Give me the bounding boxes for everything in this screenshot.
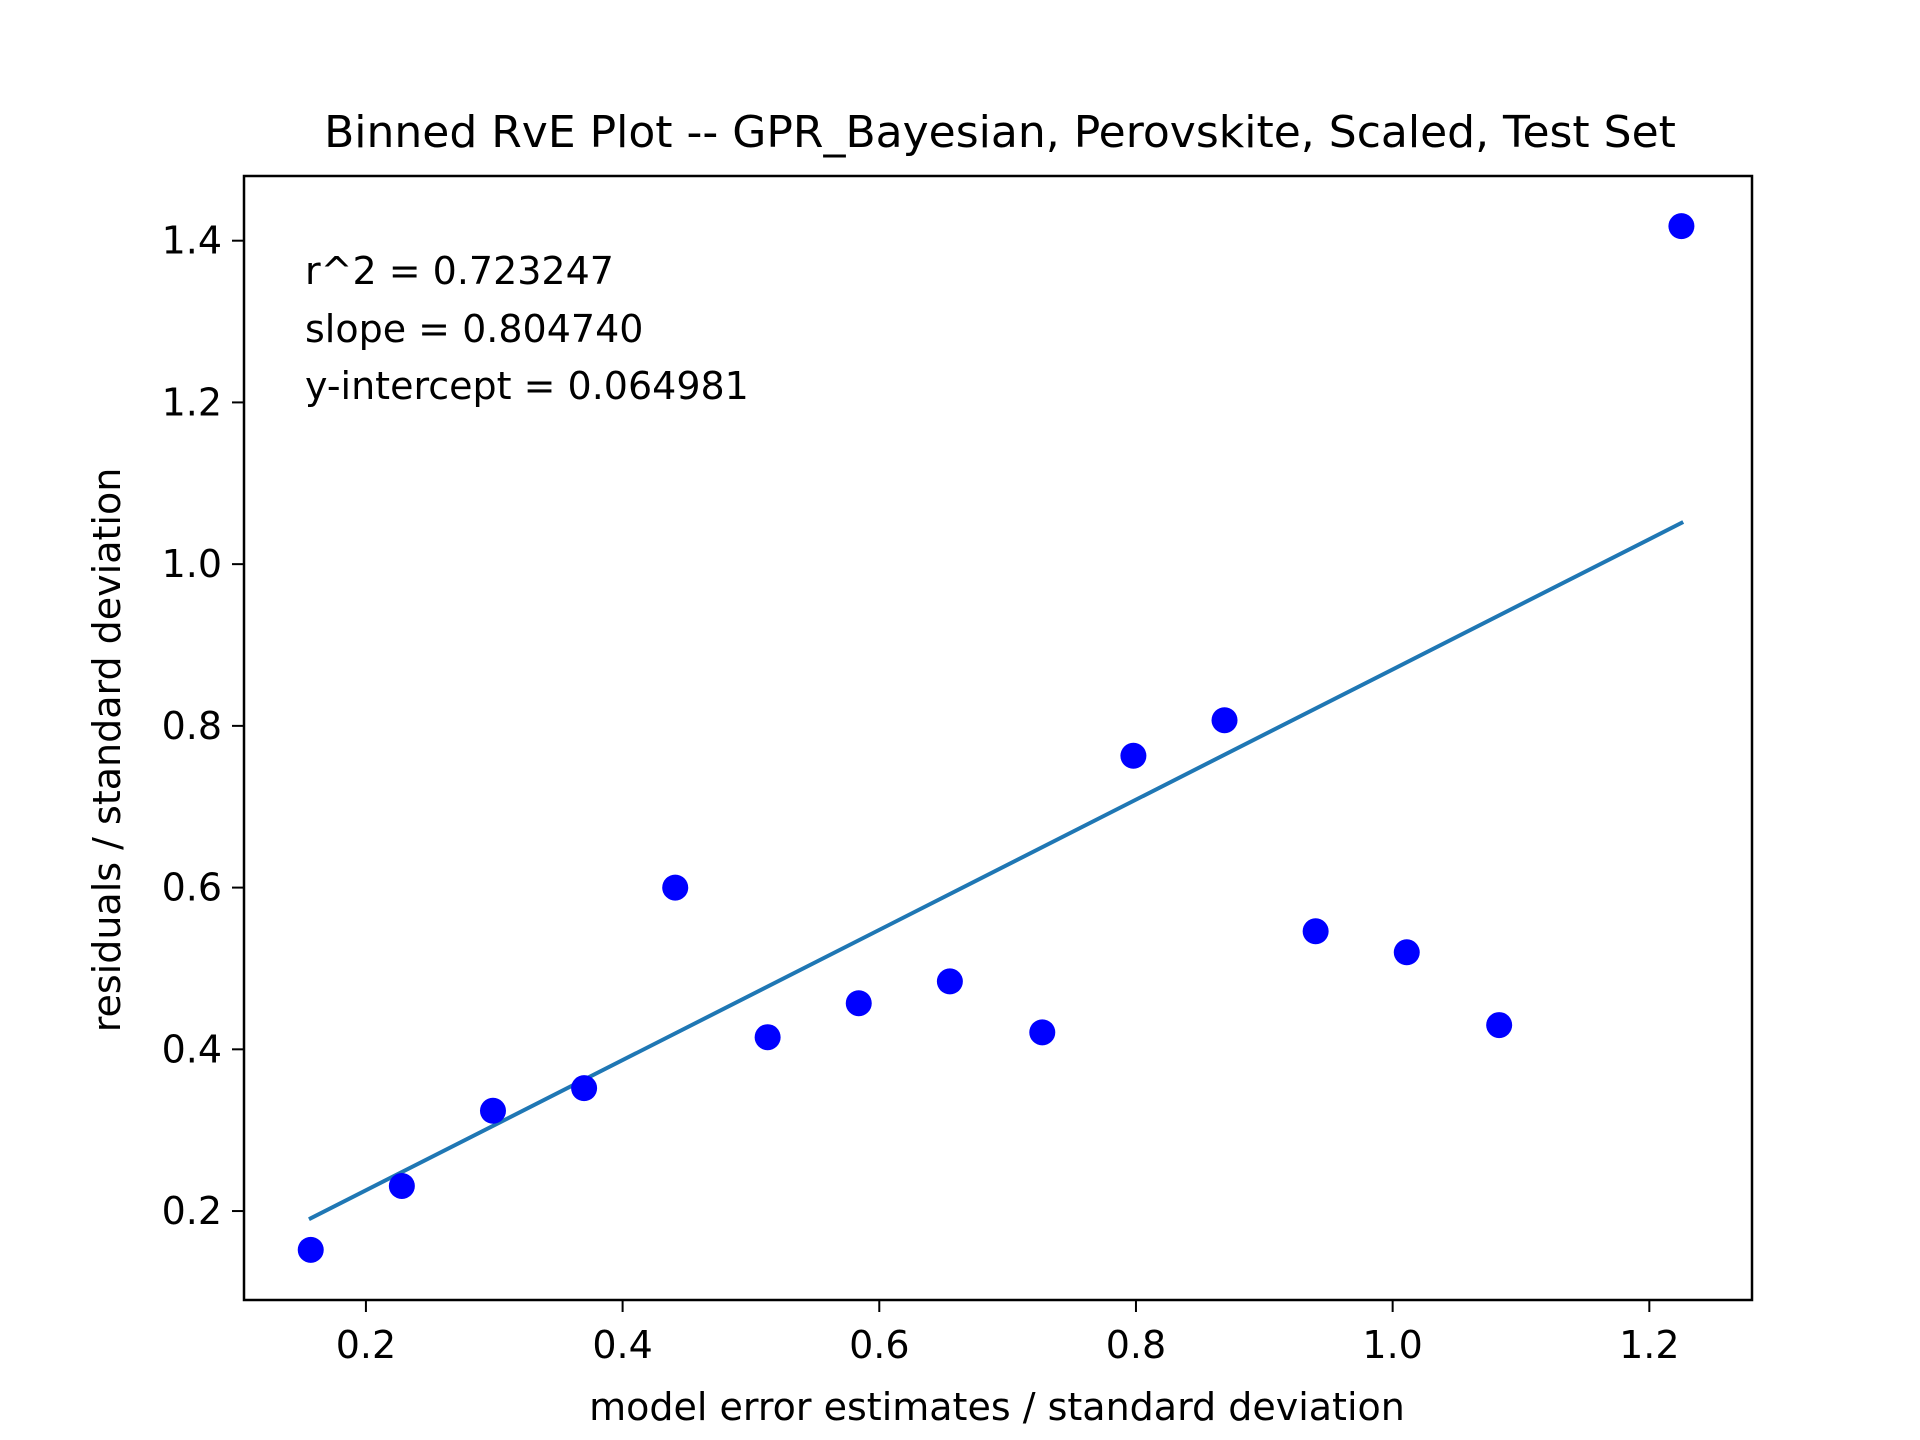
x-tick-label: 0.8 (1106, 1323, 1166, 1367)
y-axis-ticks: 0.2 0.4 0.6 0.8 1.0 1.2 1.4 (162, 219, 244, 1233)
data-point (388, 1172, 415, 1199)
y-tick-label: 0.4 (162, 1027, 222, 1071)
data-point (936, 968, 963, 995)
axes-frame (242, 174, 1754, 1302)
data-point (1211, 707, 1238, 734)
y-tick-label: 0.8 (162, 704, 222, 748)
chart-title: Binned RvE Plot -- GPR_Bayesian, Perovsk… (324, 107, 1676, 158)
x-tick-label: 0.4 (592, 1323, 652, 1367)
data-point (1029, 1019, 1056, 1046)
data-point (1120, 742, 1147, 769)
data-point (1668, 213, 1695, 240)
x-axis-ticks: 0.2 0.4 0.6 0.8 1.0 1.2 (336, 1300, 1680, 1367)
y-axis-label: residuals / standard deviation (85, 468, 129, 1033)
data-point (1486, 1012, 1513, 1039)
data-point (845, 990, 872, 1017)
y-tick-label: 0.2 (162, 1189, 222, 1233)
x-axis-label: model error estimates / standard deviati… (589, 1385, 1405, 1429)
y-tick-label: 0.6 (162, 866, 222, 910)
x-tick-label: 1.0 (1362, 1323, 1422, 1367)
x-tick-label: 1.2 (1619, 1323, 1679, 1367)
data-point (662, 874, 689, 901)
data-point (1393, 939, 1420, 966)
data-point (754, 1024, 781, 1051)
data-point (1302, 918, 1329, 945)
fit-line (308, 520, 1685, 1222)
data-point (571, 1075, 598, 1102)
annotation-r-squared: r^2 = 0.723247 (305, 249, 614, 293)
x-tick-label: 0.2 (336, 1323, 396, 1367)
y-tick-label: 1.0 (162, 542, 222, 586)
fit-line-layer (308, 520, 1685, 1222)
annotation-block: r^2 = 0.723247 slope = 0.804740 y-interc… (305, 249, 749, 408)
annotation-y-intercept: y-intercept = 0.064981 (305, 364, 749, 408)
data-point (297, 1236, 324, 1263)
x-tick-label: 0.6 (849, 1323, 909, 1367)
y-tick-label: 1.4 (162, 219, 222, 263)
data-point (479, 1097, 506, 1124)
y-tick-label: 1.2 (162, 380, 222, 424)
annotation-slope: slope = 0.804740 (305, 307, 643, 351)
data-points-layer (297, 213, 1695, 1263)
